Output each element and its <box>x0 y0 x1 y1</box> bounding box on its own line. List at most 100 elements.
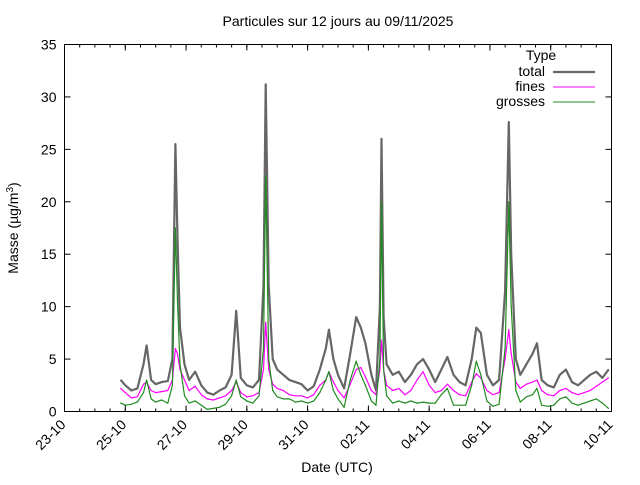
data-point-grosses <box>179 363 181 365</box>
data-point-total <box>231 374 233 376</box>
x-axis-label: Date (UTC) <box>301 459 373 475</box>
data-point-total <box>325 347 327 350</box>
data-point-grosses <box>364 384 366 386</box>
data-point-fines <box>416 379 418 381</box>
data-point-total <box>410 374 412 376</box>
data-point-fines <box>492 394 494 396</box>
data-point-grosses <box>380 201 383 203</box>
data-point-total <box>486 374 488 376</box>
data-point-grosses <box>252 402 254 404</box>
x-tick-label: 06-11 <box>458 416 494 452</box>
data-point-grosses <box>194 400 196 402</box>
data-point-grosses <box>349 379 351 381</box>
data-point-fines <box>276 387 278 390</box>
legend: Type total fines grosses <box>496 47 595 109</box>
chart-title: Particules sur 12 jours au 09/11/2025 <box>223 13 454 29</box>
y-tick-label: 30 <box>41 89 57 105</box>
data-point-total <box>206 392 208 394</box>
data-point-total <box>276 368 278 371</box>
data-point-total <box>194 371 196 373</box>
data-point-grosses <box>440 394 442 396</box>
data-point-fines <box>553 395 555 397</box>
data-point-grosses <box>370 400 373 402</box>
data-point-grosses <box>300 400 303 402</box>
data-point-grosses <box>325 379 327 381</box>
data-point-fines <box>508 329 510 331</box>
data-point-grosses <box>559 398 561 400</box>
data-point-total <box>559 374 561 376</box>
data-point-grosses <box>262 347 265 350</box>
data-point-fines <box>124 392 126 394</box>
data-point-fines <box>155 392 157 394</box>
data-point-total <box>176 237 179 240</box>
data-point-fines <box>364 376 366 378</box>
data-point-grosses <box>231 395 233 397</box>
data-point-fines <box>440 389 442 392</box>
data-point-grosses <box>565 396 567 398</box>
data-point-total <box>607 368 610 371</box>
data-point-total <box>504 290 506 292</box>
data-point-total <box>452 374 455 376</box>
data-point-grosses <box>174 227 177 229</box>
data-point-fines <box>188 389 190 392</box>
data-point-total <box>360 327 362 329</box>
data-point-total <box>218 389 221 392</box>
data-point-total <box>332 358 335 360</box>
data-point-grosses <box>272 389 274 392</box>
data-point-total <box>252 386 254 388</box>
data-point-total <box>475 327 477 329</box>
data-point-grosses <box>492 405 494 407</box>
data-point-grosses <box>525 396 528 398</box>
data-point-grosses <box>307 402 309 404</box>
data-point-total <box>492 384 494 386</box>
data-point-grosses <box>515 389 517 392</box>
data-point-fines <box>571 392 573 394</box>
data-point-fines <box>282 389 284 392</box>
data-point-grosses <box>355 360 357 362</box>
data-point-total <box>515 358 517 360</box>
data-point-grosses <box>188 402 190 404</box>
data-point-total <box>465 384 467 386</box>
x-tick-label: 23-10 <box>32 416 69 453</box>
x-tick-label: 29-10 <box>214 416 251 453</box>
data-point-fines <box>319 384 321 386</box>
data-point-grosses <box>607 407 610 409</box>
data-point-total <box>268 285 270 287</box>
data-point-fines <box>194 385 196 387</box>
series-line-grosses <box>120 175 609 410</box>
data-point-fines <box>360 366 362 369</box>
data-point-grosses <box>206 408 208 411</box>
data-point-total <box>440 368 442 371</box>
data-point-grosses <box>519 401 521 403</box>
data-point-fines <box>224 395 227 397</box>
data-point-grosses <box>504 347 506 350</box>
data-point-fines <box>332 381 335 383</box>
data-point-total <box>124 384 126 386</box>
data-point-fines <box>136 396 139 398</box>
data-point-fines <box>307 397 309 399</box>
data-point-total <box>531 353 534 355</box>
data-point-grosses <box>595 398 597 400</box>
x-tick-label: 04-11 <box>397 416 433 452</box>
data-point-total <box>167 380 169 382</box>
data-point-total <box>328 329 330 331</box>
data-point-fines <box>498 392 500 394</box>
data-point-total <box>392 374 394 376</box>
series-layer <box>119 83 610 411</box>
data-point-fines <box>446 383 448 385</box>
data-point-fines <box>601 381 603 383</box>
data-point-fines <box>434 392 436 394</box>
data-point-fines <box>519 387 521 390</box>
data-point-grosses <box>601 402 603 404</box>
data-point-fines <box>410 389 412 392</box>
data-point-fines <box>355 368 357 371</box>
data-point-total <box>553 386 555 388</box>
data-point-total <box>313 385 315 387</box>
data-point-grosses <box>465 404 467 406</box>
data-point-grosses <box>268 358 270 360</box>
data-point-fines <box>577 394 579 396</box>
data-point-total <box>380 138 383 140</box>
data-point-fines <box>120 387 122 390</box>
data-point-total <box>416 363 418 365</box>
data-point-total <box>136 387 139 390</box>
